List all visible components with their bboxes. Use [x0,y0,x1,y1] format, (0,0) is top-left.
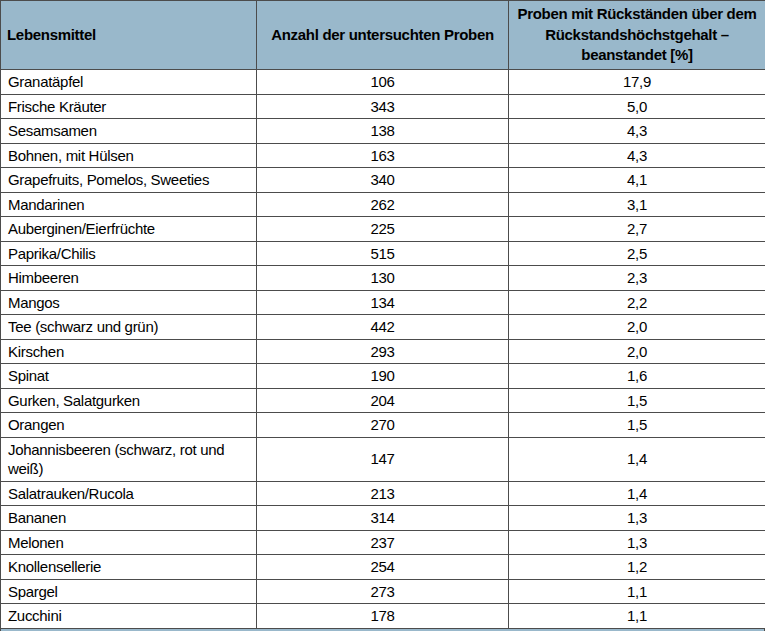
food-name-cell: Knollensellerie [1,555,257,580]
food-name-cell: Granatäpfel [1,70,257,95]
table-row: Kirschen2932,0 [1,339,765,364]
sample-count-cell: 147 [257,437,509,481]
sample-count-cell: 515 [257,241,509,266]
food-name-cell: Johannisbeeren (schwarz, rot und weiß) [1,437,257,481]
sample-count-cell: 237 [257,530,509,555]
sample-count-cell: 254 [257,555,509,580]
sample-count-cell: 293 [257,339,509,364]
table-row: Sesamsamen1384,3 [1,119,765,144]
food-name-cell: Grapefruits, Pomelos, Sweeties [1,168,257,193]
sample-count-cell: 178 [257,604,509,629]
column-header-food: Lebensmittel [1,1,257,70]
exceedance-percent-cell: 1,1 [509,604,765,629]
food-name-cell: Tee (schwarz und grün) [1,315,257,340]
exceedance-percent-cell: 5,0 [509,94,765,119]
sample-count-cell: 213 [257,481,509,506]
exceedance-percent-cell: 2,0 [509,315,765,340]
exceedance-percent-cell: 2,5 [509,241,765,266]
table-row: Melonen2371,3 [1,530,765,555]
sample-count-cell: 106 [257,70,509,95]
food-name-cell: Orangen [1,413,257,438]
exceedance-percent-cell: 1,3 [509,506,765,531]
table-row: Mandarinen2623,1 [1,192,765,217]
table-row: Frische Kräuter3435,0 [1,94,765,119]
table-row: Mangos1342,2 [1,290,765,315]
sample-count-cell: 314 [257,506,509,531]
table-body: Granatäpfel10617,9Frische Kräuter3435,0S… [1,70,765,629]
exceedance-percent-cell: 2,2 [509,290,765,315]
food-name-cell: Spinat [1,364,257,389]
header-row: Lebensmittel Anzahl der untersuchten Pro… [1,1,765,70]
food-name-cell: Bohnen, mit Hülsen [1,143,257,168]
table-row: Orangen2701,5 [1,413,765,438]
sample-count-cell: 138 [257,119,509,144]
exceedance-percent-cell: 1,4 [509,481,765,506]
table-row: Salatrauken/Rucola2131,4 [1,481,765,506]
exceedance-percent-cell: 1,1 [509,579,765,604]
table-row: Granatäpfel10617,9 [1,70,765,95]
column-header-exceedance: Proben mit Rückständen über dem Rückstan… [509,1,765,70]
sample-count-cell: 225 [257,217,509,242]
sample-count-cell: 340 [257,168,509,193]
food-name-cell: Auberginen/Eierfrüchte [1,217,257,242]
sample-count-cell: 343 [257,94,509,119]
sample-count-cell: 163 [257,143,509,168]
table-row: Spargel2731,1 [1,579,765,604]
sample-count-cell: 204 [257,388,509,413]
table-row: Grapefruits, Pomelos, Sweeties3404,1 [1,168,765,193]
exceedance-percent-cell: 2,0 [509,339,765,364]
exceedance-percent-cell: 1,3 [509,530,765,555]
exceedance-percent-cell: 4,1 [509,168,765,193]
food-name-cell: Mangos [1,290,257,315]
table-row: Auberginen/Eierfrüchte2252,7 [1,217,765,242]
food-name-cell: Melonen [1,530,257,555]
food-name-cell: Kirschen [1,339,257,364]
table-row: Zucchini1781,1 [1,604,765,629]
exceedance-percent-cell: 1,6 [509,364,765,389]
sample-count-cell: 130 [257,266,509,291]
table-row: Knollensellerie2541,2 [1,555,765,580]
column-header-sample-count: Anzahl der untersuchten Proben [257,1,509,70]
exceedance-percent-cell: 4,3 [509,119,765,144]
table-header: Lebensmittel Anzahl der untersuchten Pro… [1,1,765,70]
food-name-cell: Sesamsamen [1,119,257,144]
exceedance-percent-cell: 2,7 [509,217,765,242]
table-row: Himbeeren1302,3 [1,266,765,291]
exceedance-percent-cell: 4,3 [509,143,765,168]
food-name-cell: Mandarinen [1,192,257,217]
sample-count-cell: 273 [257,579,509,604]
exceedance-percent-cell: 1,2 [509,555,765,580]
table-row: Spinat1901,6 [1,364,765,389]
food-name-cell: Himbeeren [1,266,257,291]
exceedance-percent-cell: 17,9 [509,70,765,95]
sample-count-cell: 190 [257,364,509,389]
table-row: Johannisbeeren (schwarz, rot und weiß)14… [1,437,765,481]
exceedance-percent-cell: 1,4 [509,437,765,481]
exceedance-percent-cell: 2,3 [509,266,765,291]
sample-count-cell: 270 [257,413,509,438]
sample-count-cell: 134 [257,290,509,315]
food-name-cell: Paprika/Chilis [1,241,257,266]
food-name-cell: Bananen [1,506,257,531]
exceedance-percent-cell: 1,5 [509,388,765,413]
sample-count-cell: 442 [257,315,509,340]
table-row: Tee (schwarz und grün)4422,0 [1,315,765,340]
food-name-cell: Zucchini [1,604,257,629]
sample-count-cell: 262 [257,192,509,217]
food-name-cell: Salatrauken/Rucola [1,481,257,506]
food-name-cell: Frische Kräuter [1,94,257,119]
exceedance-percent-cell: 1,5 [509,413,765,438]
table-row: Bohnen, mit Hülsen1634,3 [1,143,765,168]
exceedance-percent-cell: 3,1 [509,192,765,217]
residue-table: Lebensmittel Anzahl der untersuchten Pro… [0,0,765,629]
food-name-cell: Gurken, Salatgurken [1,388,257,413]
table-row: Bananen3141,3 [1,506,765,531]
table-row: Gurken, Salatgurken2041,5 [1,388,765,413]
food-name-cell: Spargel [1,579,257,604]
table-row: Paprika/Chilis5152,5 [1,241,765,266]
